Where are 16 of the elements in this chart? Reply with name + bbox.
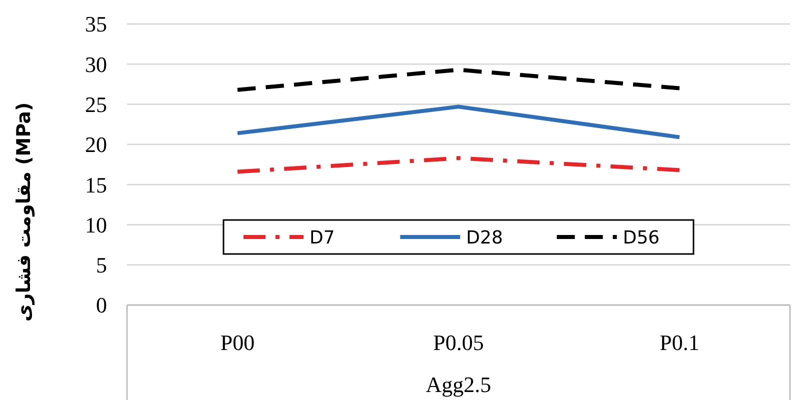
x-tick-label: P00 — [220, 330, 255, 355]
y-tick-label: 30 — [85, 52, 107, 77]
x-tick-label: P0.05 — [433, 330, 484, 355]
y-tick-label: 10 — [85, 212, 107, 238]
y-tick-label: 0 — [96, 292, 107, 318]
legend-label: D28 — [466, 227, 503, 248]
x-axis-title: Agg2.5 — [426, 372, 492, 397]
legend-label: D56 — [622, 227, 660, 248]
x-tick-label: P0.1 — [660, 330, 700, 355]
y-tick-label: 20 — [85, 132, 107, 158]
y-axis-title: مقاومت فشاری (MPa) — [13, 102, 35, 322]
y-tick-label: 5 — [96, 252, 107, 278]
legend-label: D7 — [310, 227, 335, 248]
y-tick-label: 15 — [85, 172, 107, 198]
y-tick-label: 35 — [85, 12, 107, 37]
y-tick-label: 25 — [85, 92, 107, 117]
